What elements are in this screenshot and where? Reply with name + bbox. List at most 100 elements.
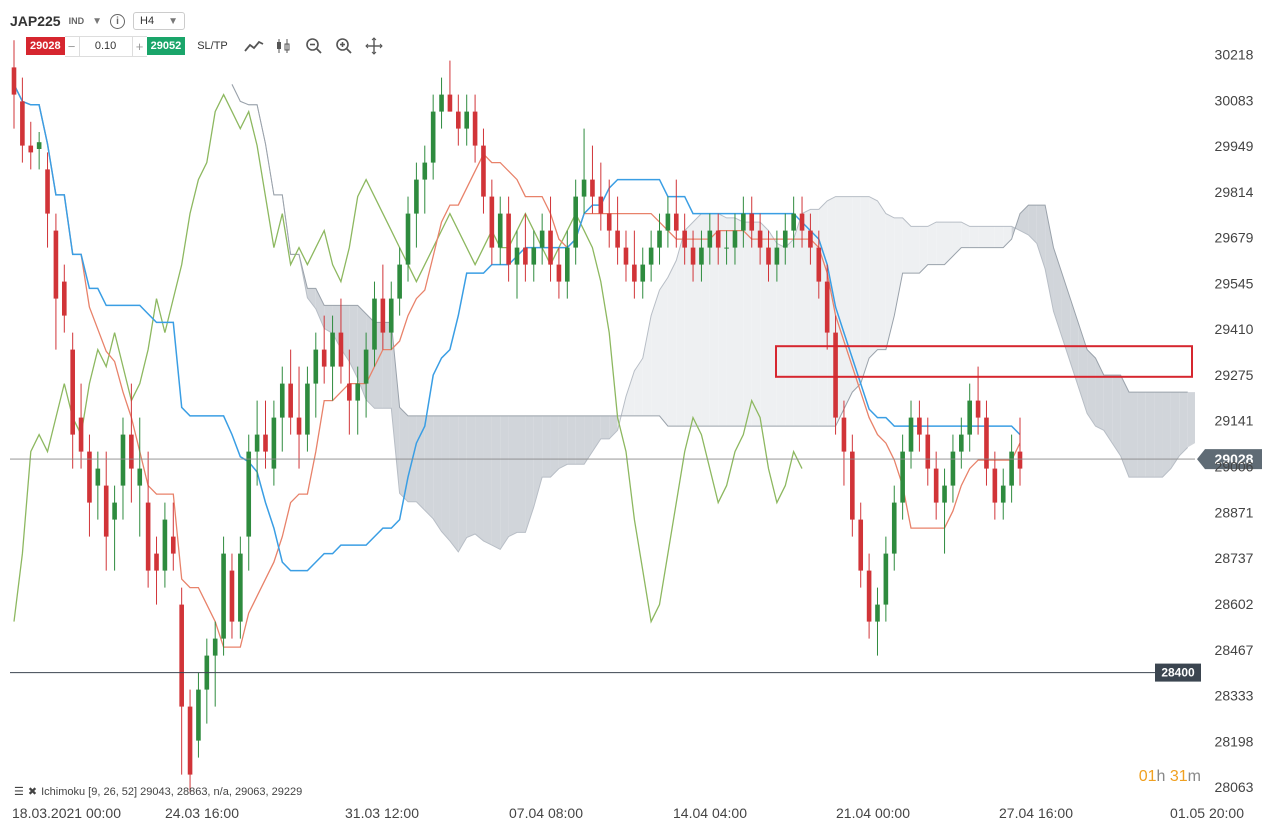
cloud-segment <box>894 217 903 316</box>
candles-icon[interactable] <box>274 36 294 56</box>
cloud-segment <box>500 415 509 550</box>
x-tick-label: 27.04 16:00 <box>999 805 1073 821</box>
candle-body <box>623 247 629 265</box>
candle-body <box>447 94 453 112</box>
candle-body <box>238 553 243 622</box>
cloud-segment <box>936 222 945 265</box>
info-icon[interactable]: i <box>110 13 125 29</box>
candle-body <box>690 247 696 265</box>
candle-body <box>229 570 235 622</box>
buy-button[interactable]: 29052 <box>146 37 186 55</box>
candle-body <box>246 451 252 537</box>
settings-icon[interactable]: ☰ <box>14 786 24 798</box>
candle-body <box>682 230 687 248</box>
cloud-segment <box>525 415 534 533</box>
candle-body <box>699 247 704 265</box>
candle-body <box>70 349 75 435</box>
cloud-segment <box>667 260 677 427</box>
cloud-segment <box>315 288 325 329</box>
increase-volume-button[interactable]: + <box>135 38 144 54</box>
candle-body <box>741 213 746 231</box>
candle-body <box>984 417 989 469</box>
candle-body <box>321 349 327 367</box>
y-tick-label: 29410 <box>1215 321 1254 337</box>
candle-body <box>187 706 193 775</box>
cloud-segment <box>877 200 886 350</box>
cloud-segment <box>843 196 853 410</box>
candle-body <box>338 332 344 367</box>
candle-body <box>313 349 319 384</box>
sltp-button[interactable]: SL/TP <box>197 40 228 52</box>
zoom-out-icon[interactable] <box>304 36 324 56</box>
y-tick-label: 28333 <box>1215 687 1254 703</box>
cloud-segment <box>1053 247 1062 337</box>
y-tick-label: 29949 <box>1215 138 1254 154</box>
cloud-segment <box>1170 392 1180 469</box>
candle-body <box>61 281 67 316</box>
cloud-segment <box>584 415 593 465</box>
candle-body <box>95 468 101 486</box>
candle-body <box>170 536 176 554</box>
trade-bar: 29028 − 0.10 + 29052 SL/TP <box>26 35 384 57</box>
cloud-segment <box>1145 392 1155 478</box>
candle-body <box>1009 451 1014 486</box>
sell-button[interactable]: 29028 <box>26 37 65 55</box>
cloud-segment <box>961 222 970 248</box>
candle-body <box>112 502 117 520</box>
cloud-segment <box>1187 392 1195 448</box>
candle-body <box>288 383 293 418</box>
candle-body <box>833 332 838 418</box>
cloud-segment <box>676 230 685 427</box>
cloud-segment <box>1103 375 1113 444</box>
cloud-segment <box>885 213 895 350</box>
symbol-name[interactable]: JAP225 <box>10 13 61 29</box>
cloud-segment <box>550 415 559 478</box>
candle-body <box>967 400 973 435</box>
candle-body <box>992 468 998 503</box>
volume-stepper: − 0.10 + <box>64 35 147 57</box>
countdown-h-label: h <box>1156 768 1166 785</box>
chevron-down-icon[interactable]: ▼ <box>92 15 102 27</box>
candle-body <box>196 689 201 741</box>
cloud-segment <box>567 415 576 465</box>
cloud-segment <box>1112 375 1121 456</box>
candle-body <box>279 383 285 418</box>
cloud-segment <box>642 315 652 416</box>
candle-body <box>766 247 771 265</box>
y-tick-label: 29141 <box>1215 413 1254 429</box>
candle-body <box>808 230 813 248</box>
candle-body <box>841 417 847 452</box>
cloud-segment <box>324 305 333 334</box>
candle-body <box>564 247 570 282</box>
close-icon[interactable]: ✖ <box>27 786 38 798</box>
zoom-in-icon[interactable] <box>334 36 354 56</box>
cloud-segment <box>751 222 761 427</box>
decrease-volume-button[interactable]: − <box>67 38 76 54</box>
cloud-segment <box>793 213 803 427</box>
cloud-segment <box>1087 349 1096 427</box>
candle-body <box>472 111 478 146</box>
candle-body <box>103 485 109 537</box>
current-price-tag <box>1197 449 1262 470</box>
timeframe-select[interactable]: H4 ▼ <box>133 12 185 30</box>
candle-body <box>942 485 947 503</box>
cloud-segment <box>709 213 719 427</box>
overlays: 28400 29028 <box>10 345 1262 682</box>
move-icon[interactable] <box>364 36 384 56</box>
candle-body <box>53 230 59 299</box>
cloud-segment <box>349 305 358 379</box>
y-tick-label: 29679 <box>1215 230 1254 246</box>
candle-body <box>120 434 126 486</box>
cloud-segment <box>986 226 995 248</box>
current-price-label: 29028 <box>1215 451 1254 467</box>
cloud-segment <box>743 222 752 427</box>
candle-body <box>858 519 864 571</box>
candle-body <box>330 332 335 367</box>
candle-body <box>20 101 25 146</box>
candle-body <box>824 281 830 333</box>
candle-body <box>430 111 436 163</box>
candle-body <box>640 264 646 282</box>
volume-input[interactable]: 0.10 <box>78 36 133 56</box>
line-chart-icon[interactable] <box>244 36 264 56</box>
